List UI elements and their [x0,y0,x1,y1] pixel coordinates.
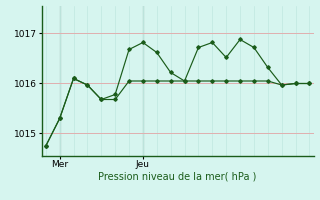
X-axis label: Pression niveau de la mer( hPa ): Pression niveau de la mer( hPa ) [99,172,257,182]
